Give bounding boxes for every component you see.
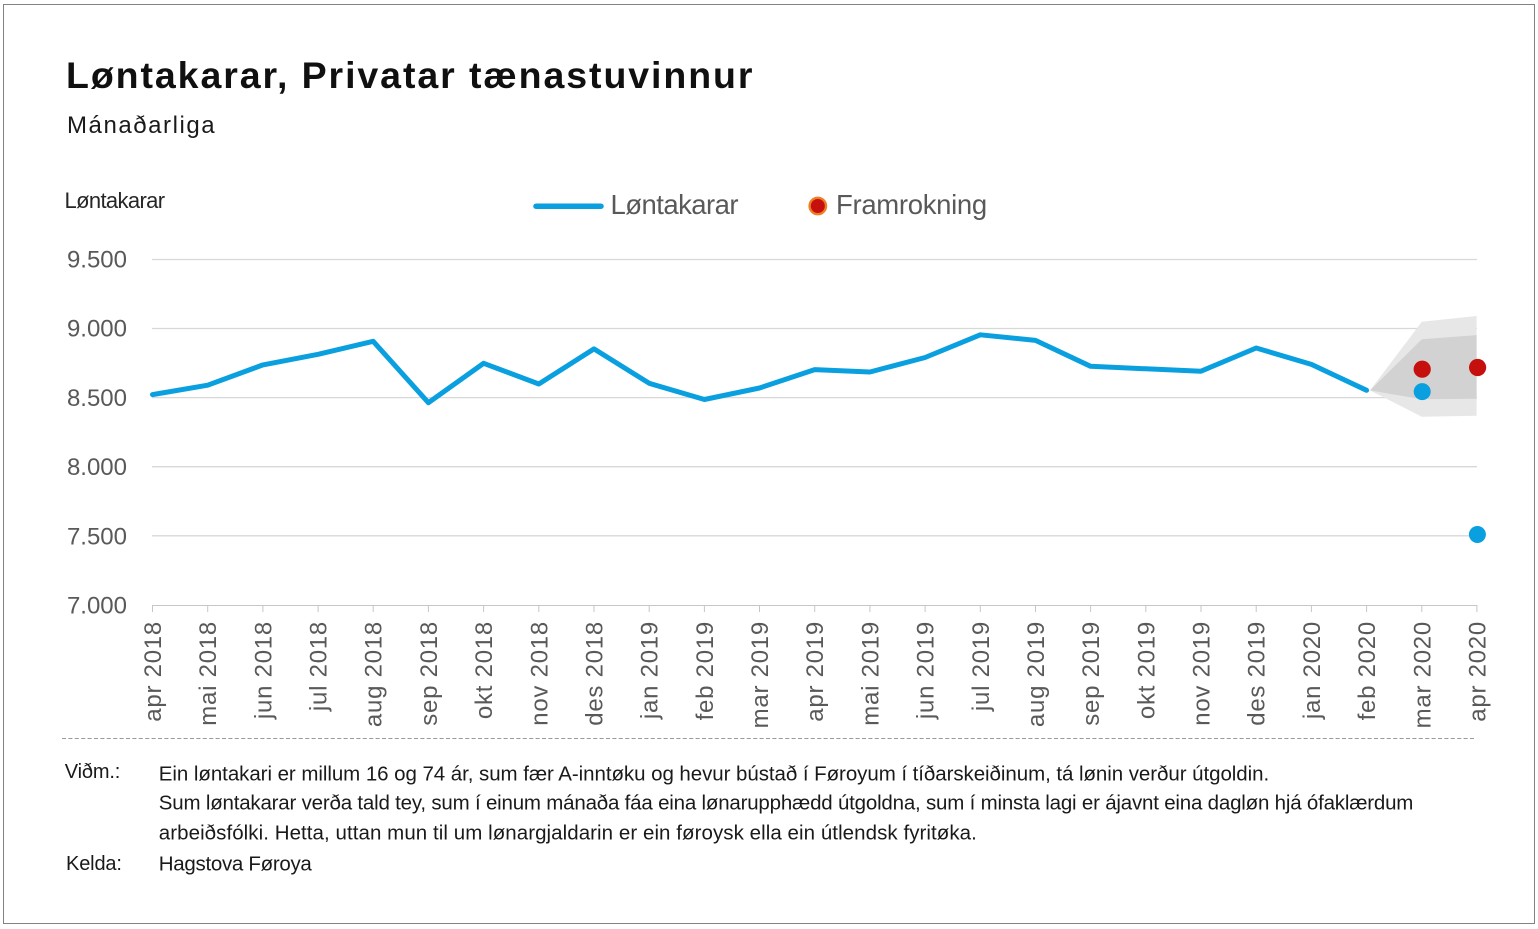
svg-text:7.500: 7.500: [67, 523, 127, 550]
svg-text:9.000: 9.000: [67, 316, 127, 343]
svg-text:feb 2020: feb 2020: [1354, 621, 1381, 720]
svg-text:mar 2019: mar 2019: [747, 621, 774, 728]
svg-text:sep 2018: sep 2018: [416, 621, 443, 726]
svg-text:sep 2019: sep 2019: [1078, 621, 1105, 726]
svg-text:aug 2019: aug 2019: [1023, 621, 1050, 727]
svg-text:Sum løntakarar verða tald tey,: Sum løntakarar verða tald tey, sum í ein…: [159, 792, 1413, 815]
svg-text:Kelda:: Kelda:: [66, 853, 122, 875]
svg-text:okt 2018: okt 2018: [471, 621, 498, 719]
svg-text:8.000: 8.000: [67, 454, 127, 481]
svg-text:apr 2020: apr 2020: [1464, 621, 1491, 722]
svg-text:Ein løntakari er millum 16 og: Ein løntakari er millum 16 og 74 ár, sum…: [159, 763, 1269, 786]
svg-text:Framrokning: Framrokning: [836, 189, 987, 220]
svg-text:apr 2018: apr 2018: [140, 621, 167, 722]
svg-text:Løntakarar: Løntakarar: [65, 188, 165, 213]
svg-text:jan 2019: jan 2019: [637, 621, 664, 720]
svg-text:jun 2018: jun 2018: [250, 621, 277, 720]
svg-text:8.500: 8.500: [67, 385, 127, 412]
svg-text:jul 2018: jul 2018: [306, 621, 333, 712]
svg-text:Hagstova Føroya: Hagstova Føroya: [159, 852, 313, 875]
svg-text:des 2018: des 2018: [582, 621, 609, 726]
svg-text:apr 2019: apr 2019: [802, 621, 829, 722]
svg-text:des 2019: des 2019: [1244, 621, 1271, 726]
svg-text:mai 2019: mai 2019: [857, 621, 884, 726]
svg-text:mar 2020: mar 2020: [1409, 621, 1436, 728]
svg-text:aug 2018: aug 2018: [361, 621, 388, 727]
svg-text:Løntakarar: Løntakarar: [611, 189, 739, 220]
svg-text:jul 2019: jul 2019: [968, 621, 995, 712]
svg-text:nov 2019: nov 2019: [1189, 621, 1216, 726]
svg-text:okt 2019: okt 2019: [1133, 621, 1160, 719]
svg-text:Viðm.:: Viðm.:: [65, 761, 120, 783]
svg-text:jan 2020: jan 2020: [1299, 621, 1326, 720]
svg-text:Løntakarar, Privatar tænastuvi: Løntakarar, Privatar tænastuvinnur: [66, 54, 754, 96]
svg-text:9.500: 9.500: [67, 247, 127, 274]
svg-text:nov 2018: nov 2018: [526, 621, 553, 726]
svg-text:mai 2018: mai 2018: [195, 621, 222, 726]
svg-text:Mánaðarliga: Mánaðarliga: [67, 112, 216, 139]
svg-text:feb 2019: feb 2019: [692, 621, 719, 720]
svg-text:7.000: 7.000: [67, 593, 127, 620]
svg-text:jun 2019: jun 2019: [913, 621, 940, 720]
svg-text:arbeiðsfólki. Hetta, uttan mun: arbeiðsfólki. Hetta, uttan mun til um lø…: [159, 821, 977, 844]
